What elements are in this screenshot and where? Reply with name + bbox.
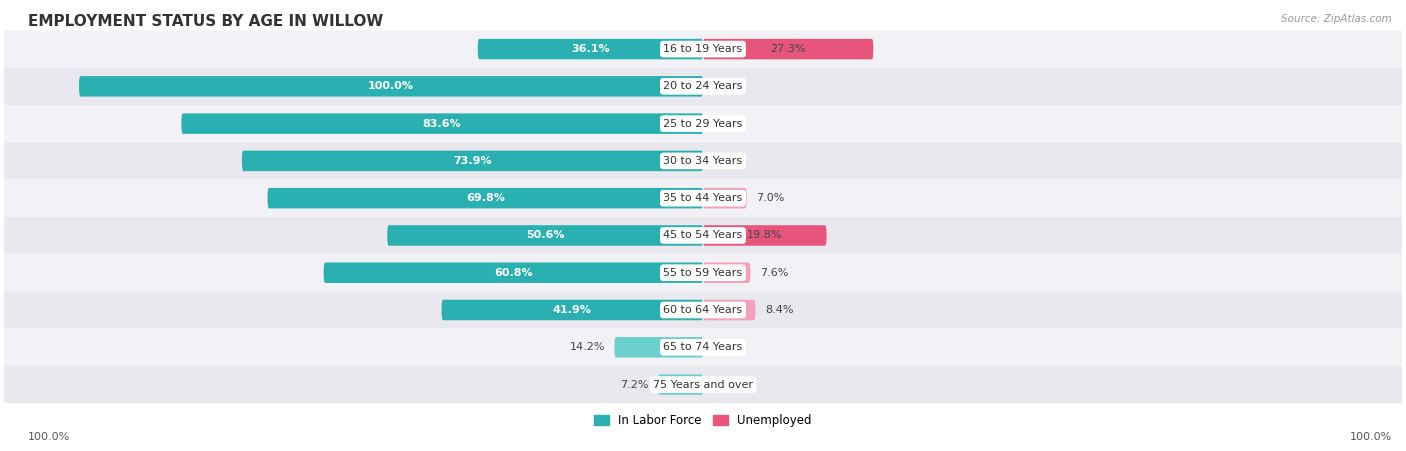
- Text: 8.4%: 8.4%: [765, 305, 793, 315]
- FancyBboxPatch shape: [267, 188, 703, 208]
- Text: 75 Years and over: 75 Years and over: [652, 380, 754, 390]
- FancyBboxPatch shape: [614, 337, 703, 358]
- Text: 36.1%: 36.1%: [571, 44, 610, 54]
- FancyBboxPatch shape: [658, 374, 703, 395]
- FancyBboxPatch shape: [4, 291, 1402, 329]
- FancyBboxPatch shape: [703, 188, 747, 208]
- FancyBboxPatch shape: [323, 262, 703, 283]
- Text: 73.9%: 73.9%: [453, 156, 492, 166]
- Text: 0.0%: 0.0%: [713, 156, 741, 166]
- FancyBboxPatch shape: [703, 262, 751, 283]
- FancyBboxPatch shape: [4, 254, 1402, 291]
- Text: 50.6%: 50.6%: [526, 230, 564, 240]
- FancyBboxPatch shape: [4, 142, 1402, 179]
- Text: 0.0%: 0.0%: [713, 81, 741, 92]
- Text: 7.6%: 7.6%: [759, 268, 789, 278]
- FancyBboxPatch shape: [4, 105, 1402, 142]
- Text: 100.0%: 100.0%: [28, 432, 70, 442]
- Text: 20 to 24 Years: 20 to 24 Years: [664, 81, 742, 92]
- FancyBboxPatch shape: [703, 225, 827, 246]
- Text: 69.8%: 69.8%: [465, 193, 505, 203]
- Text: 27.3%: 27.3%: [770, 44, 806, 54]
- Legend: In Labor Force, Unemployed: In Labor Force, Unemployed: [589, 409, 817, 432]
- FancyBboxPatch shape: [181, 113, 703, 134]
- Text: 100.0%: 100.0%: [1350, 432, 1392, 442]
- FancyBboxPatch shape: [4, 217, 1402, 254]
- Text: 19.8%: 19.8%: [747, 230, 783, 240]
- Text: 100.0%: 100.0%: [368, 81, 413, 92]
- FancyBboxPatch shape: [441, 300, 703, 320]
- FancyBboxPatch shape: [4, 179, 1402, 217]
- Text: 41.9%: 41.9%: [553, 305, 592, 315]
- Text: Source: ZipAtlas.com: Source: ZipAtlas.com: [1281, 14, 1392, 23]
- Text: 60.8%: 60.8%: [494, 268, 533, 278]
- FancyBboxPatch shape: [4, 31, 1402, 68]
- Text: 7.2%: 7.2%: [620, 380, 648, 390]
- FancyBboxPatch shape: [79, 76, 703, 97]
- Text: 16 to 19 Years: 16 to 19 Years: [664, 44, 742, 54]
- Text: 14.2%: 14.2%: [569, 342, 605, 352]
- FancyBboxPatch shape: [703, 39, 873, 60]
- FancyBboxPatch shape: [4, 366, 1402, 403]
- FancyBboxPatch shape: [387, 225, 703, 246]
- Text: 60 to 64 Years: 60 to 64 Years: [664, 305, 742, 315]
- FancyBboxPatch shape: [4, 68, 1402, 105]
- FancyBboxPatch shape: [478, 39, 703, 60]
- Text: 65 to 74 Years: 65 to 74 Years: [664, 342, 742, 352]
- Text: 83.6%: 83.6%: [423, 119, 461, 129]
- FancyBboxPatch shape: [4, 329, 1402, 366]
- Text: 7.0%: 7.0%: [756, 193, 785, 203]
- FancyBboxPatch shape: [242, 151, 703, 171]
- Text: 25 to 29 Years: 25 to 29 Years: [664, 119, 742, 129]
- Text: 45 to 54 Years: 45 to 54 Years: [664, 230, 742, 240]
- Text: 55 to 59 Years: 55 to 59 Years: [664, 268, 742, 278]
- Text: EMPLOYMENT STATUS BY AGE IN WILLOW: EMPLOYMENT STATUS BY AGE IN WILLOW: [28, 14, 384, 28]
- Text: 30 to 34 Years: 30 to 34 Years: [664, 156, 742, 166]
- Text: 0.0%: 0.0%: [713, 380, 741, 390]
- FancyBboxPatch shape: [703, 300, 755, 320]
- Text: 0.0%: 0.0%: [713, 342, 741, 352]
- Text: 0.0%: 0.0%: [713, 119, 741, 129]
- Text: 35 to 44 Years: 35 to 44 Years: [664, 193, 742, 203]
